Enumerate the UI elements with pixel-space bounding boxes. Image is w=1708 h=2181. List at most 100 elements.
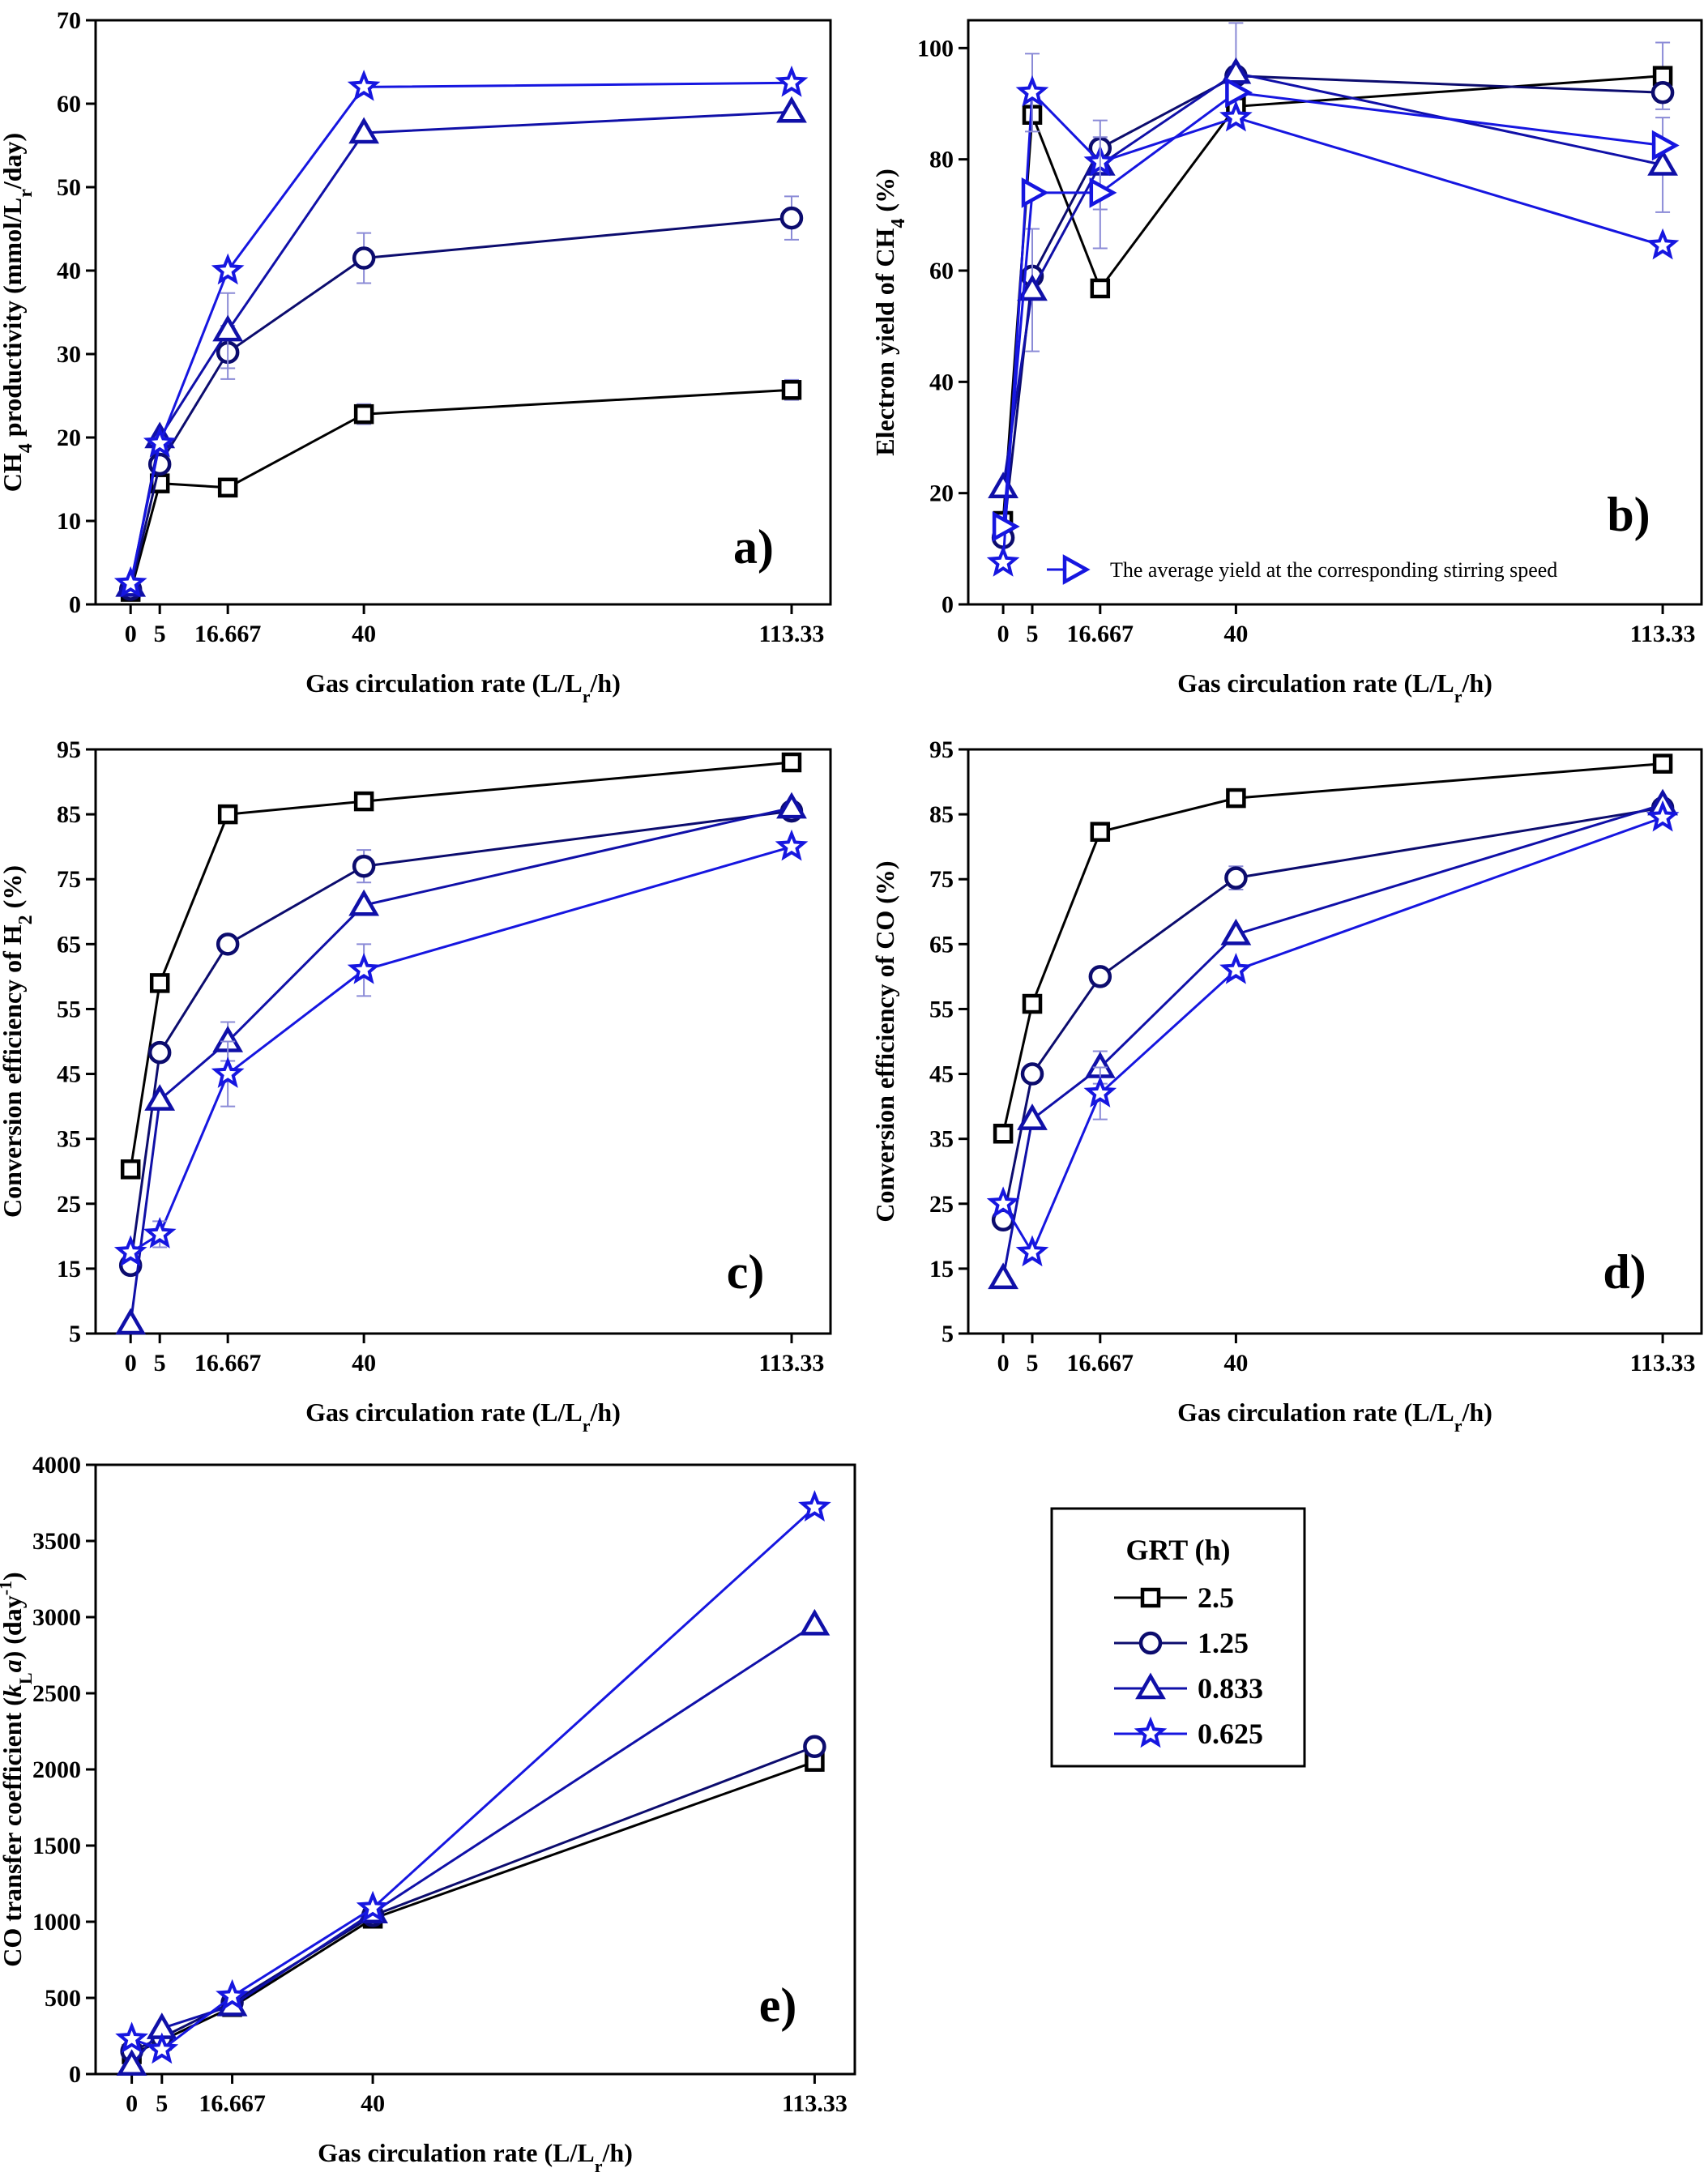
panel-label: d) <box>1603 1245 1646 1299</box>
y-tick-label: 5 <box>942 1321 954 1347</box>
x-tick-label: 113.33 <box>759 1350 825 1376</box>
data-point <box>1090 822 1111 842</box>
legend-title: GRT (h) <box>1125 1534 1230 1566</box>
plot-frame <box>967 748 1703 1335</box>
data-point <box>988 472 1018 499</box>
legend-marker-square <box>1140 1587 1161 1608</box>
x-tick-label: 40 <box>352 621 376 647</box>
x-axis-label: Gas circulation rate (L/Lr/h) <box>305 668 621 706</box>
y-axis-label: CH4 productivity (mmol/Lr/day) <box>0 133 36 492</box>
y-axis-label: Electron yield of CH4 (%) <box>870 169 909 455</box>
x-tick-label: 0 <box>125 1350 137 1376</box>
x-axis-label-sub: r <box>583 1415 591 1436</box>
data-point <box>781 752 802 773</box>
data-point <box>1219 100 1253 132</box>
x-tick-label: 113.33 <box>782 2090 848 2117</box>
legend-entry-label: 1.25 <box>1198 1627 1249 1659</box>
x-tick-label: 5 <box>154 1350 166 1376</box>
legend-entry-label: 0.625 <box>1198 1718 1263 1750</box>
ylabel-italic: a <box>0 1659 27 1672</box>
data-point <box>1219 952 1253 984</box>
data-point <box>149 973 170 993</box>
data-point <box>1647 149 1678 176</box>
panel-label: e) <box>759 1978 797 2032</box>
x-tick-label: 5 <box>154 621 166 647</box>
data-point <box>1090 278 1111 299</box>
y-tick-label: 75 <box>929 866 954 893</box>
data-point <box>776 792 807 819</box>
data-point <box>1224 866 1248 890</box>
y-tick-label: 95 <box>57 736 81 763</box>
series-0.833 <box>988 22 1678 499</box>
data-point <box>216 1978 249 2011</box>
y-tick-label: 65 <box>929 931 954 958</box>
y-tick-label: 3000 <box>32 1604 81 1631</box>
series-2.5 <box>993 753 1673 1144</box>
data-point <box>1088 965 1112 988</box>
y-tick-label: 5 <box>69 1321 81 1347</box>
y-tick-label: 45 <box>57 1061 81 1088</box>
data-point <box>115 1308 147 1335</box>
data-point <box>1651 130 1680 161</box>
ylabel-sub: r <box>15 189 36 198</box>
y-tick-label: 1000 <box>32 1909 81 1936</box>
y-tick-label: 80 <box>929 147 954 173</box>
legend-entry-label: 0.833 <box>1198 1672 1263 1705</box>
data-point <box>115 2021 148 2054</box>
x-tick-label: 40 <box>1223 621 1248 647</box>
data-point <box>143 425 177 458</box>
data-point <box>212 314 244 342</box>
y-tick-label: 85 <box>929 801 954 828</box>
y-tick-label: 85 <box>57 801 81 828</box>
data-point <box>1652 753 1673 774</box>
data-point <box>352 246 376 270</box>
data-point <box>1017 274 1048 301</box>
series-line <box>131 1506 816 2051</box>
legend-entry-label: 2.5 <box>1198 1581 1234 1614</box>
x-axis-label: Gas circulation rate (L/Lr/h) <box>1177 668 1492 706</box>
data-point <box>1226 787 1246 809</box>
data-point <box>1020 1062 1044 1086</box>
data-point <box>113 566 147 598</box>
data-point <box>986 545 1020 577</box>
ylabel-sub: L <box>15 1672 36 1684</box>
series-line <box>1001 816 1663 1256</box>
x-axis-label: Gas circulation rate (L/Lr/h) <box>305 1398 621 1436</box>
y-tick-label: 25 <box>57 1191 81 1218</box>
data-point <box>781 380 802 400</box>
series-0.833 <box>115 792 807 1335</box>
series-0.625 <box>986 53 1680 577</box>
x-axis-label-sub: r <box>1454 686 1462 706</box>
data-point <box>116 2049 147 2076</box>
y-tick-label: 2000 <box>32 1756 81 1783</box>
plot-frame <box>967 19 1703 606</box>
y-tick-label: 100 <box>917 35 954 62</box>
x-tick-label: 40 <box>361 2090 385 2117</box>
data-point <box>1225 77 1253 109</box>
data-point <box>1220 57 1252 84</box>
y-tick-label: 0 <box>69 591 81 618</box>
legend-box <box>1050 1507 1306 1768</box>
x-tick-label: 0 <box>997 1350 1010 1376</box>
annotation-marker <box>1062 554 1091 585</box>
data-point <box>1646 800 1680 832</box>
data-point <box>147 1040 172 1065</box>
data-point <box>348 889 380 916</box>
series-line <box>1001 803 1663 1279</box>
x-tick-label: 16.667 <box>194 621 262 647</box>
data-point <box>776 96 807 123</box>
data-point <box>348 117 380 144</box>
x-tick-label: 0 <box>126 2090 138 2117</box>
data-point <box>217 477 238 498</box>
data-point <box>992 511 1020 542</box>
series-1.25 <box>991 64 1675 549</box>
series-1.25 <box>118 195 804 601</box>
series-2.5 <box>120 378 802 602</box>
data-point <box>1015 1235 1049 1267</box>
data-point <box>779 206 804 230</box>
y-tick-label: 20 <box>57 425 81 451</box>
x-tick-label: 113.33 <box>1630 621 1696 647</box>
